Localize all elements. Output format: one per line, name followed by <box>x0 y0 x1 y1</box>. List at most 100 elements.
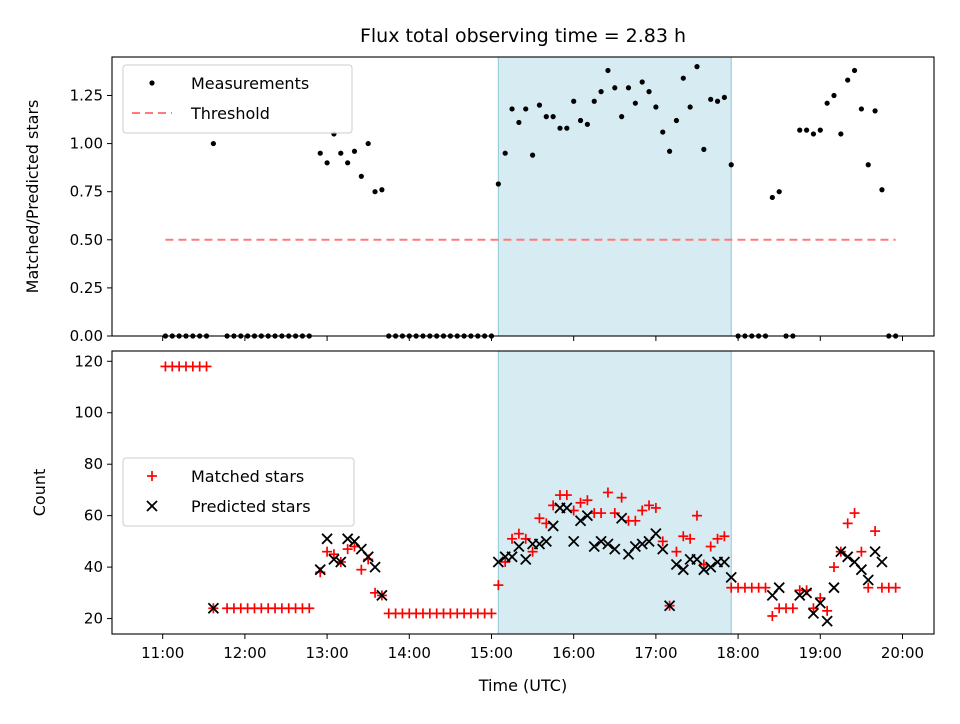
y-tick-label: 0.75 <box>70 183 103 201</box>
data-point <box>372 189 378 195</box>
data-point <box>872 108 878 114</box>
data-point <box>533 538 546 550</box>
data-point <box>714 98 721 104</box>
data-point <box>543 114 549 120</box>
data-point <box>838 131 844 137</box>
data-point <box>701 146 707 152</box>
x-tick-label: 14:00 <box>388 644 431 662</box>
data-point <box>767 610 778 621</box>
data-point <box>810 131 817 137</box>
shaded-interval <box>497 56 732 337</box>
data-point <box>502 150 508 156</box>
y-tick-label: 20 <box>84 610 103 628</box>
data-point <box>513 528 524 539</box>
data-point <box>851 67 858 74</box>
data-point <box>314 564 326 576</box>
data-point <box>523 106 529 112</box>
legend-swatch <box>149 80 155 86</box>
data-point <box>345 160 351 166</box>
legend: Matched stars Predicted stars <box>122 457 355 527</box>
data-point <box>821 615 833 627</box>
data-point <box>369 561 381 573</box>
data-point <box>637 505 648 516</box>
data-point <box>653 104 659 110</box>
data-point <box>321 533 333 545</box>
data-point <box>856 546 867 557</box>
data-point <box>342 544 353 555</box>
legend-label: Measurements <box>191 74 309 93</box>
data-point <box>828 582 840 594</box>
data-point <box>712 533 723 544</box>
data-point <box>879 187 885 193</box>
data-point <box>324 160 330 166</box>
x-tick-label: 12:00 <box>223 644 266 662</box>
data-point <box>646 89 652 95</box>
data-point <box>666 148 673 154</box>
data-point <box>520 533 531 544</box>
data-point <box>500 556 511 567</box>
data-point <box>588 540 600 553</box>
data-point <box>561 490 572 501</box>
data-point <box>534 513 545 524</box>
series-predicted-stars <box>207 502 888 627</box>
data-point <box>855 564 868 576</box>
data-point <box>657 536 668 547</box>
data-point <box>824 100 830 106</box>
data-point <box>365 140 371 147</box>
data-point <box>571 98 577 104</box>
data-point <box>609 543 621 555</box>
data-point <box>513 540 525 553</box>
data-point <box>814 597 826 609</box>
data-point <box>486 608 497 619</box>
data-point <box>520 553 532 566</box>
data-point <box>564 125 570 131</box>
legend-box <box>122 457 355 527</box>
y-axis-label: Count <box>30 469 49 517</box>
data-point <box>356 564 367 575</box>
data-point <box>721 94 727 101</box>
data-point <box>845 77 851 83</box>
data-point <box>584 121 590 127</box>
data-point <box>317 150 323 156</box>
data-point <box>719 531 730 542</box>
data-point <box>876 556 888 568</box>
x-axis-label: Time (UTC) <box>478 676 567 695</box>
data-point <box>595 535 607 548</box>
chart-title: Flux total observing time = 2.83 h <box>360 25 686 47</box>
data-point <box>680 75 686 81</box>
data-point <box>644 500 655 511</box>
data-point <box>619 114 625 120</box>
x-tick-label: 17:00 <box>634 644 677 662</box>
data-point <box>773 582 785 594</box>
x-tick-label: 18:00 <box>716 644 759 662</box>
data-point <box>557 125 563 131</box>
data-point <box>760 582 771 593</box>
data-point <box>842 551 854 563</box>
data-point <box>342 533 354 545</box>
legend-label: Predicted stars <box>191 497 311 516</box>
data-point <box>858 106 864 112</box>
data-point <box>862 574 874 586</box>
data-point <box>616 512 628 524</box>
shaded-interval <box>497 350 732 635</box>
data-point <box>630 515 641 526</box>
data-point <box>698 564 710 576</box>
data-point <box>540 535 552 548</box>
data-point <box>817 127 823 133</box>
legend-label: Threshold <box>190 104 270 123</box>
data-point <box>835 546 847 558</box>
data-point <box>705 541 716 552</box>
data-point <box>849 508 860 519</box>
data-point <box>495 181 501 187</box>
data-point <box>609 508 620 519</box>
y-tick-label: 40 <box>84 558 103 576</box>
data-point <box>582 495 593 506</box>
data-point <box>815 592 826 603</box>
data-point <box>577 117 584 124</box>
ratio-panel: 0.00 0.25 0.50 0.75 1.00 1.25 Matched/Predicte… <box>23 56 935 345</box>
data-point <box>506 551 518 563</box>
data-point <box>612 85 618 91</box>
data-point <box>547 520 559 532</box>
data-point <box>870 526 881 537</box>
data-point <box>328 553 340 566</box>
